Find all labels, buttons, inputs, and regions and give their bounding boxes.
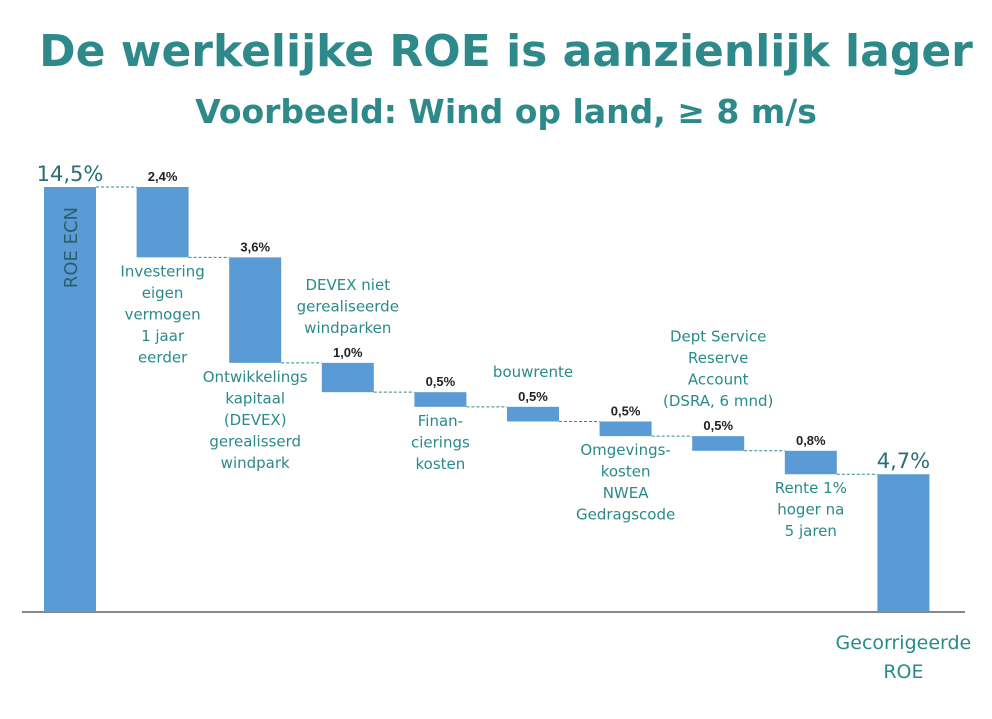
value-label-0: 14,5%: [37, 162, 104, 186]
category-label-line: Investering: [120, 262, 204, 280]
value-label-4: 0,5%: [426, 374, 456, 389]
category-label-line: eerder: [138, 348, 188, 366]
waterfall-bar-2: [229, 257, 282, 363]
category-label-line: (DSRA, 6 mnd): [663, 392, 773, 410]
value-label-2: 3,6%: [240, 239, 270, 254]
category-label-line: Ontwikkelings: [203, 368, 308, 386]
category-label-line: windpark: [221, 454, 290, 472]
category-label-line: NWEA: [603, 484, 650, 502]
category-label-line: gerealisserd: [209, 432, 301, 450]
category-label-0: ROE ECN: [61, 207, 82, 288]
category-label-line: DEVEX niet: [305, 276, 390, 294]
category-label-line: gerealiseerde: [297, 297, 399, 315]
category-label-9: Gecorrigeerde ROE: [836, 632, 972, 683]
category-label-7: Dept Service Reserve Account (DSRA, 6 mnd): [663, 328, 773, 411]
waterfall-bar-8: [784, 450, 837, 475]
category-label-line: eigen: [142, 284, 184, 302]
chart-title: De werkelijke ROE is aanzienlijk lager: [39, 26, 973, 77]
category-label-line: cierings: [411, 433, 470, 451]
category-label-4: Finan-cierings kosten: [411, 412, 470, 473]
waterfall-bar-7: [692, 436, 745, 451]
waterfall-bar-0: [44, 187, 96, 612]
category-label-line: bouwrente: [493, 363, 573, 381]
category-label-line: kosten: [416, 455, 466, 473]
category-label-line: 1 jaar: [141, 327, 185, 345]
category-label-line: Gedragscode: [576, 506, 675, 524]
waterfall-bar-5: [507, 406, 559, 422]
value-label-1: 2,4%: [148, 169, 178, 184]
category-label-line: windparken: [304, 319, 391, 337]
value-label-5: 0,5%: [518, 389, 548, 404]
category-label-line: Omgevings-: [580, 441, 670, 459]
category-label-line: (DEVEX): [224, 411, 287, 429]
category-label-line: Dept Service: [670, 328, 766, 346]
category-label-line: Finan-: [418, 412, 463, 430]
category-label-3: DEVEX niet gerealiseerde windparken: [297, 276, 399, 337]
category-label-8: Rente 1% hoger na 5 jaren: [775, 479, 847, 540]
value-label-9: 4,7%: [877, 449, 930, 473]
value-label-8: 0,8%: [796, 433, 826, 448]
waterfall-bar-1: [136, 187, 189, 258]
waterfall-bar-6: [599, 421, 652, 437]
category-label-1: Investering eigen vermogen 1 jaar eerder: [120, 262, 204, 366]
category-label-line: hoger na: [777, 501, 844, 519]
category-label-line: vermogen: [125, 305, 201, 323]
category-label-line: Gecorrigeerde: [836, 632, 972, 654]
category-label-6: Omgevings-kosten NWEA Gedragscode: [576, 441, 675, 524]
category-label-line: kosten: [601, 463, 651, 481]
category-label-line: ROE: [883, 661, 923, 683]
category-label-5: bouwrente: [493, 363, 573, 381]
value-label-6: 0,5%: [611, 403, 641, 418]
category-label-line: Account: [688, 371, 749, 389]
category-label-line: Reserve: [688, 349, 748, 367]
waterfall-bar-4: [414, 392, 467, 407]
value-label-3: 1,0%: [333, 345, 363, 360]
category-label-2: Ontwikkelings kapitaal (DEVEX) gerealisserd…: [203, 368, 308, 472]
category-label-line: kapitaal: [225, 389, 285, 407]
waterfall-bar-3: [321, 362, 374, 393]
value-label-7: 0,5%: [703, 418, 733, 433]
chart-subtitle: Voorbeeld: Wind op land, ≥ 8 m/s: [195, 92, 817, 131]
waterfall-bar-9: [877, 474, 930, 612]
category-label-line: Rente 1%: [775, 479, 847, 497]
category-label-line: 5 jaren: [785, 522, 837, 540]
